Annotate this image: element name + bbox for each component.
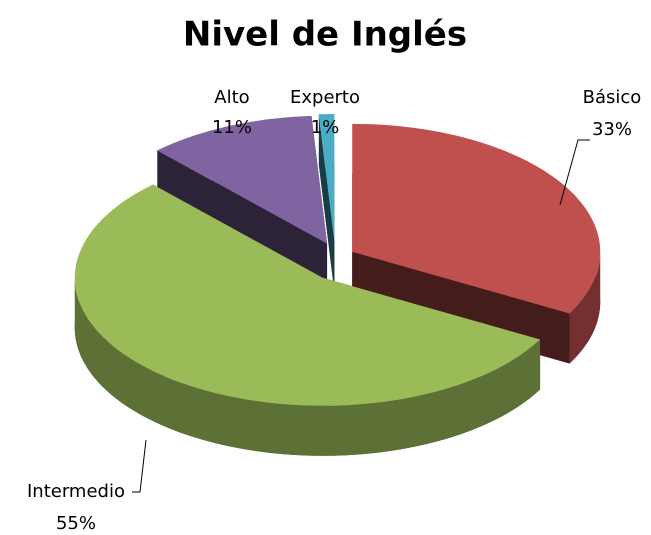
value-label: 1% [311,117,340,138]
category-label: Intermedio [27,481,125,502]
leader-line [132,439,147,493]
pie-slice [74,184,541,406]
category-label: Básico [583,87,642,108]
chart-title: Nivel de Inglés [183,15,467,55]
leader-line [559,139,590,206]
pie-tops [74,114,601,406]
pie-slice [318,114,335,243]
labels: Básico 33% Intermedio 55% Alto 11% Experto 1% [27,87,641,534]
slice-wall [318,114,335,293]
category-label: Alto [214,87,249,108]
pie-slice [352,123,601,314]
pie-slice [157,115,328,244]
value-label: 11% [212,117,252,138]
value-label: 55% [56,513,96,534]
category-label: Experto [290,87,360,108]
value-label: 33% [592,119,632,140]
slice-side [569,251,601,364]
slice-side [74,277,541,456]
